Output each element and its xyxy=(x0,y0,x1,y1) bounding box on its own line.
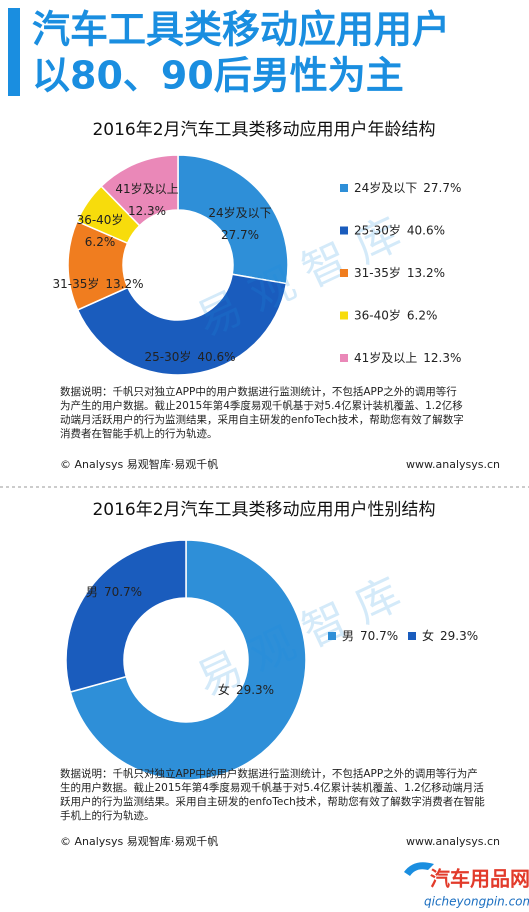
slice-label-category: 36-40岁 xyxy=(77,212,124,227)
note-line: 为产生的用户数据。截止2015年第4季度易观千帆基于对5.4亿累计装机覆盖、1.… xyxy=(60,399,463,412)
slice-label-category: 女 xyxy=(218,682,230,697)
chart-title: 2016年2月汽车工具类移动应用用户性别结构 xyxy=(92,500,435,520)
legend-label: 男 70.7% xyxy=(342,629,398,643)
legend-swatch xyxy=(328,632,336,640)
legend-value: 70.7% xyxy=(360,629,398,643)
headline: 汽车工具类移动应用用户 xyxy=(32,8,450,52)
note-line: 动端月活跃用户的行为监测结果，采用自主研发的enfoTech技术，帮助您有效了解… xyxy=(60,413,464,426)
note-line: 手机上的行为轨迹。 xyxy=(60,809,155,822)
legend-swatch xyxy=(340,269,348,277)
slice-label-category: 41岁及以上 xyxy=(115,181,178,196)
legend-value: 13.2% xyxy=(407,266,445,280)
slice-label-value: 27.7% xyxy=(221,228,259,242)
logo-icon xyxy=(404,862,434,876)
note-line: 数据说明：千帆只对独立APP中的用户数据进行监测统计，不包括APP之外的调用等行 xyxy=(60,385,457,398)
note-line: 生的用户数据。截止2015年第4季度易观千帆基于对5.4亿累计装机覆盖、1.2亿… xyxy=(60,781,484,794)
slice-label-category: 男 xyxy=(86,585,98,599)
legend-category: 41岁及以上 xyxy=(354,350,417,365)
slice-label-category: 31-35岁 xyxy=(53,276,100,291)
legend-value: 12.3% xyxy=(423,351,461,365)
legend-swatch xyxy=(340,354,348,362)
legend-category: 36-40岁 xyxy=(354,307,401,322)
legend-swatch xyxy=(408,632,416,640)
donut-slice xyxy=(65,539,187,693)
legend-swatch xyxy=(340,226,348,235)
note-line: 数据说明：千帆只对独立APP中的用户数据进行监测统计，不包括APP之外的调用等行… xyxy=(60,767,478,780)
legend-category: 31-35岁 xyxy=(354,265,401,280)
legend-label: 41岁及以上 12.3% xyxy=(354,350,461,365)
legend-value: 6.2% xyxy=(407,308,438,322)
donut-slice xyxy=(76,273,288,376)
header-bar xyxy=(8,8,20,96)
slice-label-value: 70.7% xyxy=(104,585,142,599)
slice-label-category: 24岁及以下 xyxy=(208,205,271,220)
slice-label-category: 25-30岁 xyxy=(145,349,192,364)
note-line: 消费者在智能手机上的行为轨迹。 xyxy=(60,427,218,440)
legend-label: 25-30岁 40.6% xyxy=(354,222,445,237)
legend-swatch xyxy=(340,311,348,320)
slice-label: 31-35岁 13.2% xyxy=(53,276,144,291)
donut-slice xyxy=(69,539,307,781)
slice-label-value: 12.3% xyxy=(128,204,166,218)
slice-label: 24岁及以下 27.7% xyxy=(208,205,271,242)
slice-label: 25-30岁 40.6% xyxy=(145,349,236,364)
website: www.analysys.cn xyxy=(406,458,500,471)
website: www.analysys.cn xyxy=(406,835,500,848)
legend-label: 24岁及以下 27.7% xyxy=(354,180,461,195)
legend-value: 27.7% xyxy=(423,181,461,195)
donut-slice xyxy=(100,154,179,227)
logo-url: qicheyongpin.com xyxy=(424,895,529,909)
slice-label: 36-40岁 6.2% xyxy=(77,212,124,249)
slice-label-value: 6.2% xyxy=(85,235,116,249)
legend-category: 女 xyxy=(422,628,434,643)
legend-category: 25-30岁 xyxy=(354,222,401,237)
legend-category: 24岁及以下 xyxy=(354,180,417,195)
slice-label: 女 29.3% xyxy=(218,682,274,697)
source: © Analysys 易观智库·易观千帆 xyxy=(60,457,218,471)
slice-label-value: 13.2% xyxy=(105,277,143,291)
legend-value: 29.3% xyxy=(440,629,478,643)
legend-label: 36-40岁 6.2% xyxy=(354,307,437,322)
headline: 以80、90后男性为主 xyxy=(32,54,404,98)
slice-label-value: 29.3% xyxy=(236,683,274,697)
slice-label-value: 40.6% xyxy=(197,350,235,364)
source: © Analysys 易观智库·易观千帆 xyxy=(60,834,218,848)
chart-title: 2016年2月汽车工具类移动应用用户年龄结构 xyxy=(92,120,435,140)
slice-label: 男 70.7% xyxy=(86,585,142,599)
legend-swatch xyxy=(340,184,348,192)
legend-label: 31-35岁 13.2% xyxy=(354,265,445,280)
note-line: 跃用户的行为监测结果。采用自主研发的enfoTech技术，帮助您有效了解数字消费… xyxy=(60,795,485,808)
legend-value: 40.6% xyxy=(407,223,445,237)
logo-name: 汽车用品网 xyxy=(430,867,529,891)
legend-label: 女 29.3% xyxy=(422,628,478,643)
slice-label: 41岁及以上 12.3% xyxy=(115,181,178,218)
legend-category: 男 xyxy=(342,629,354,643)
donut-slice xyxy=(177,154,289,285)
